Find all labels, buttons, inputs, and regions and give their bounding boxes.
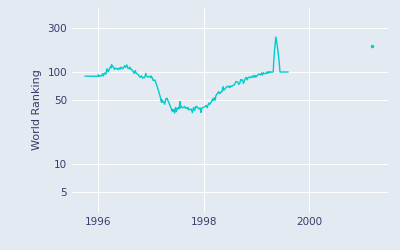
Y-axis label: World Ranking: World Ranking bbox=[32, 70, 42, 150]
